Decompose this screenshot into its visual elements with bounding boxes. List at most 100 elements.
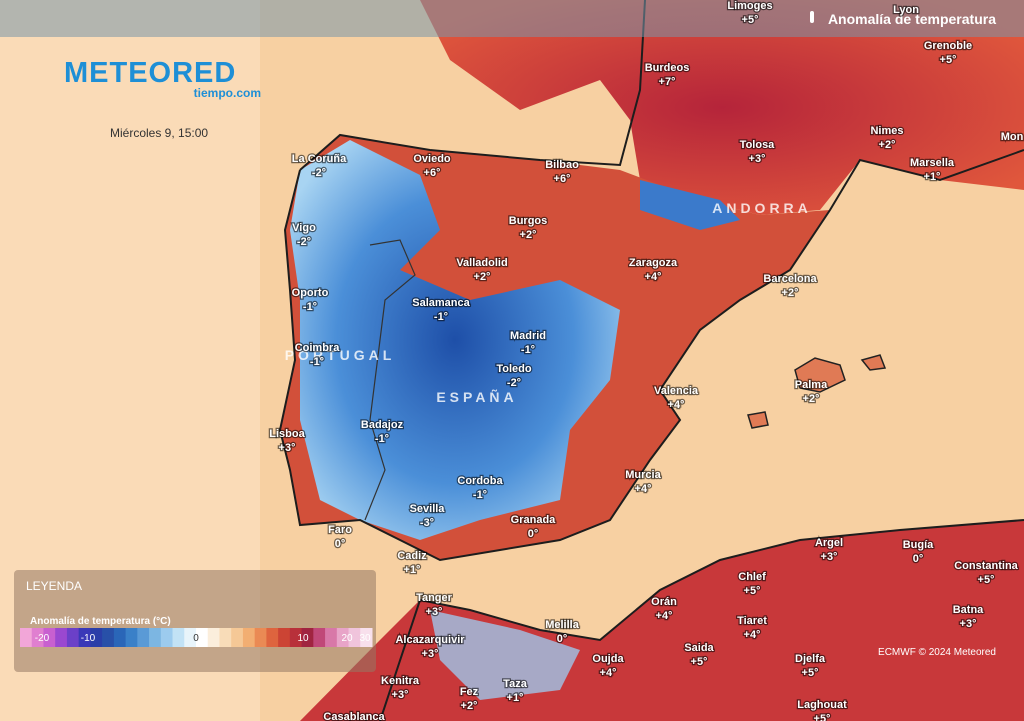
legend-swatch bbox=[313, 628, 326, 647]
legend-swatch bbox=[172, 628, 185, 647]
legend-subtitle: Anomalía de temperatura (°C) bbox=[30, 616, 171, 627]
legend-tick: 30 bbox=[359, 633, 371, 644]
city-name: Palma bbox=[795, 379, 828, 391]
legend-swatch bbox=[137, 628, 150, 647]
legend-swatch bbox=[325, 628, 338, 647]
city-name: Sevilla bbox=[410, 503, 446, 515]
city-name: Lyon bbox=[893, 4, 919, 16]
city-name: Faro bbox=[328, 524, 352, 536]
city-anomaly: +4° bbox=[656, 610, 673, 622]
city-anomaly: -3° bbox=[420, 517, 434, 529]
city-name: Bilbao bbox=[545, 159, 579, 171]
city-anomaly: +4° bbox=[645, 271, 662, 283]
city-anomaly: -2° bbox=[297, 236, 311, 248]
city-anomaly: +3° bbox=[422, 648, 439, 660]
city-anomaly: 0° bbox=[528, 528, 539, 540]
legend-title: LEYENDA bbox=[26, 579, 82, 593]
city-anomaly: +5° bbox=[742, 14, 759, 26]
legend-swatch bbox=[207, 628, 220, 647]
legend-swatch bbox=[231, 628, 244, 647]
city-name: Vigo bbox=[292, 222, 316, 234]
city-name: Zaragoza bbox=[629, 257, 678, 269]
legend-tick: 10 bbox=[297, 633, 309, 644]
city-anomaly: +4° bbox=[635, 483, 652, 495]
legend-tick: 20 bbox=[341, 633, 353, 644]
legend-swatch bbox=[90, 628, 103, 647]
city-anomaly: -1° bbox=[434, 311, 448, 323]
region-label: ESPAÑA bbox=[436, 388, 517, 405]
city-name: Taza bbox=[503, 678, 528, 690]
legend-swatch bbox=[78, 628, 91, 647]
city-anomaly: 0° bbox=[335, 538, 346, 550]
city-name: Granada bbox=[511, 514, 557, 526]
city-anomaly: +2° bbox=[520, 229, 537, 241]
legend-swatch bbox=[348, 628, 361, 647]
city-anomaly: -1° bbox=[473, 489, 487, 501]
legend-tick: -10 bbox=[81, 633, 96, 644]
city-name: Casablanca bbox=[323, 711, 385, 721]
header-title: Anomalía de temperatura bbox=[828, 11, 996, 27]
city-anomaly: +2° bbox=[461, 700, 478, 712]
city-anomaly: +4° bbox=[668, 399, 685, 411]
city-anomaly: +4° bbox=[600, 667, 617, 679]
city-name: Burgos bbox=[509, 215, 548, 227]
city-name: Constantina bbox=[954, 560, 1018, 572]
legend-swatch bbox=[43, 628, 56, 647]
city-name: La Coruña bbox=[292, 153, 347, 165]
city-name: Grenoble bbox=[924, 40, 972, 52]
city-name: Valencia bbox=[654, 385, 699, 397]
city-anomaly: 0° bbox=[913, 553, 924, 565]
city-anomaly: -1° bbox=[375, 433, 389, 445]
city-anomaly: -1° bbox=[303, 301, 317, 313]
legend-swatch bbox=[31, 628, 44, 647]
city-anomaly: +1° bbox=[924, 171, 941, 183]
city-name: Oujda bbox=[592, 653, 624, 665]
city-name: Mon bbox=[1001, 131, 1024, 143]
legend-swatch bbox=[160, 628, 174, 647]
legend-swatch bbox=[55, 628, 68, 647]
city-anomaly: +2° bbox=[879, 139, 896, 151]
city-name: Nimes bbox=[870, 125, 903, 137]
credit: ECMWF © 2024 Meteored bbox=[878, 647, 996, 658]
city-anomaly: -1° bbox=[521, 344, 535, 356]
city-anomaly: +1° bbox=[507, 692, 524, 704]
region-label: ANDORRA bbox=[712, 200, 812, 216]
city-anomaly: +2° bbox=[803, 393, 820, 405]
city-anomaly: +5° bbox=[744, 585, 761, 597]
city-name: Djelfa bbox=[795, 653, 826, 665]
logo-sub: tiempo.com bbox=[194, 86, 261, 100]
city-name: Bugía bbox=[903, 539, 934, 551]
city-name: Oviedo bbox=[413, 153, 451, 165]
city-name: Melilla bbox=[545, 619, 580, 631]
legend-tick: 0 bbox=[193, 633, 199, 644]
city-name: Chlef bbox=[738, 571, 766, 583]
city-anomaly: +3° bbox=[279, 442, 296, 454]
city-name: Badajoz bbox=[361, 419, 404, 431]
city-name: Madrid bbox=[510, 330, 546, 342]
city-name: Alcazarquivir bbox=[395, 634, 465, 646]
city-anomaly: +4° bbox=[744, 629, 761, 641]
city-name: Tolosa bbox=[740, 139, 776, 151]
legend-swatch bbox=[125, 628, 138, 647]
legend-tick: -20 bbox=[35, 633, 50, 644]
city-name: Salamanca bbox=[412, 297, 470, 309]
legend-swatch bbox=[301, 628, 314, 647]
city-anomaly: +5° bbox=[940, 54, 957, 66]
city-name: Murcia bbox=[625, 469, 661, 481]
city-anomaly: +3° bbox=[749, 153, 766, 165]
city-name: Oporto bbox=[292, 287, 329, 299]
legend-swatch bbox=[278, 628, 291, 647]
city-anomaly: +3° bbox=[426, 606, 443, 618]
legend-swatch bbox=[20, 628, 33, 647]
legend-swatch bbox=[66, 628, 80, 647]
city-anomaly: +3° bbox=[960, 618, 977, 630]
city-anomaly: +3° bbox=[392, 689, 409, 701]
city-anomaly: +5° bbox=[978, 574, 995, 586]
city-name: Lisboa bbox=[269, 428, 305, 440]
city-anomaly: +5° bbox=[691, 656, 708, 668]
legend-swatch bbox=[113, 628, 127, 647]
city-name: Orán bbox=[651, 596, 677, 608]
city-name: Coimbra bbox=[295, 342, 341, 354]
city-name: Fez bbox=[460, 686, 479, 698]
